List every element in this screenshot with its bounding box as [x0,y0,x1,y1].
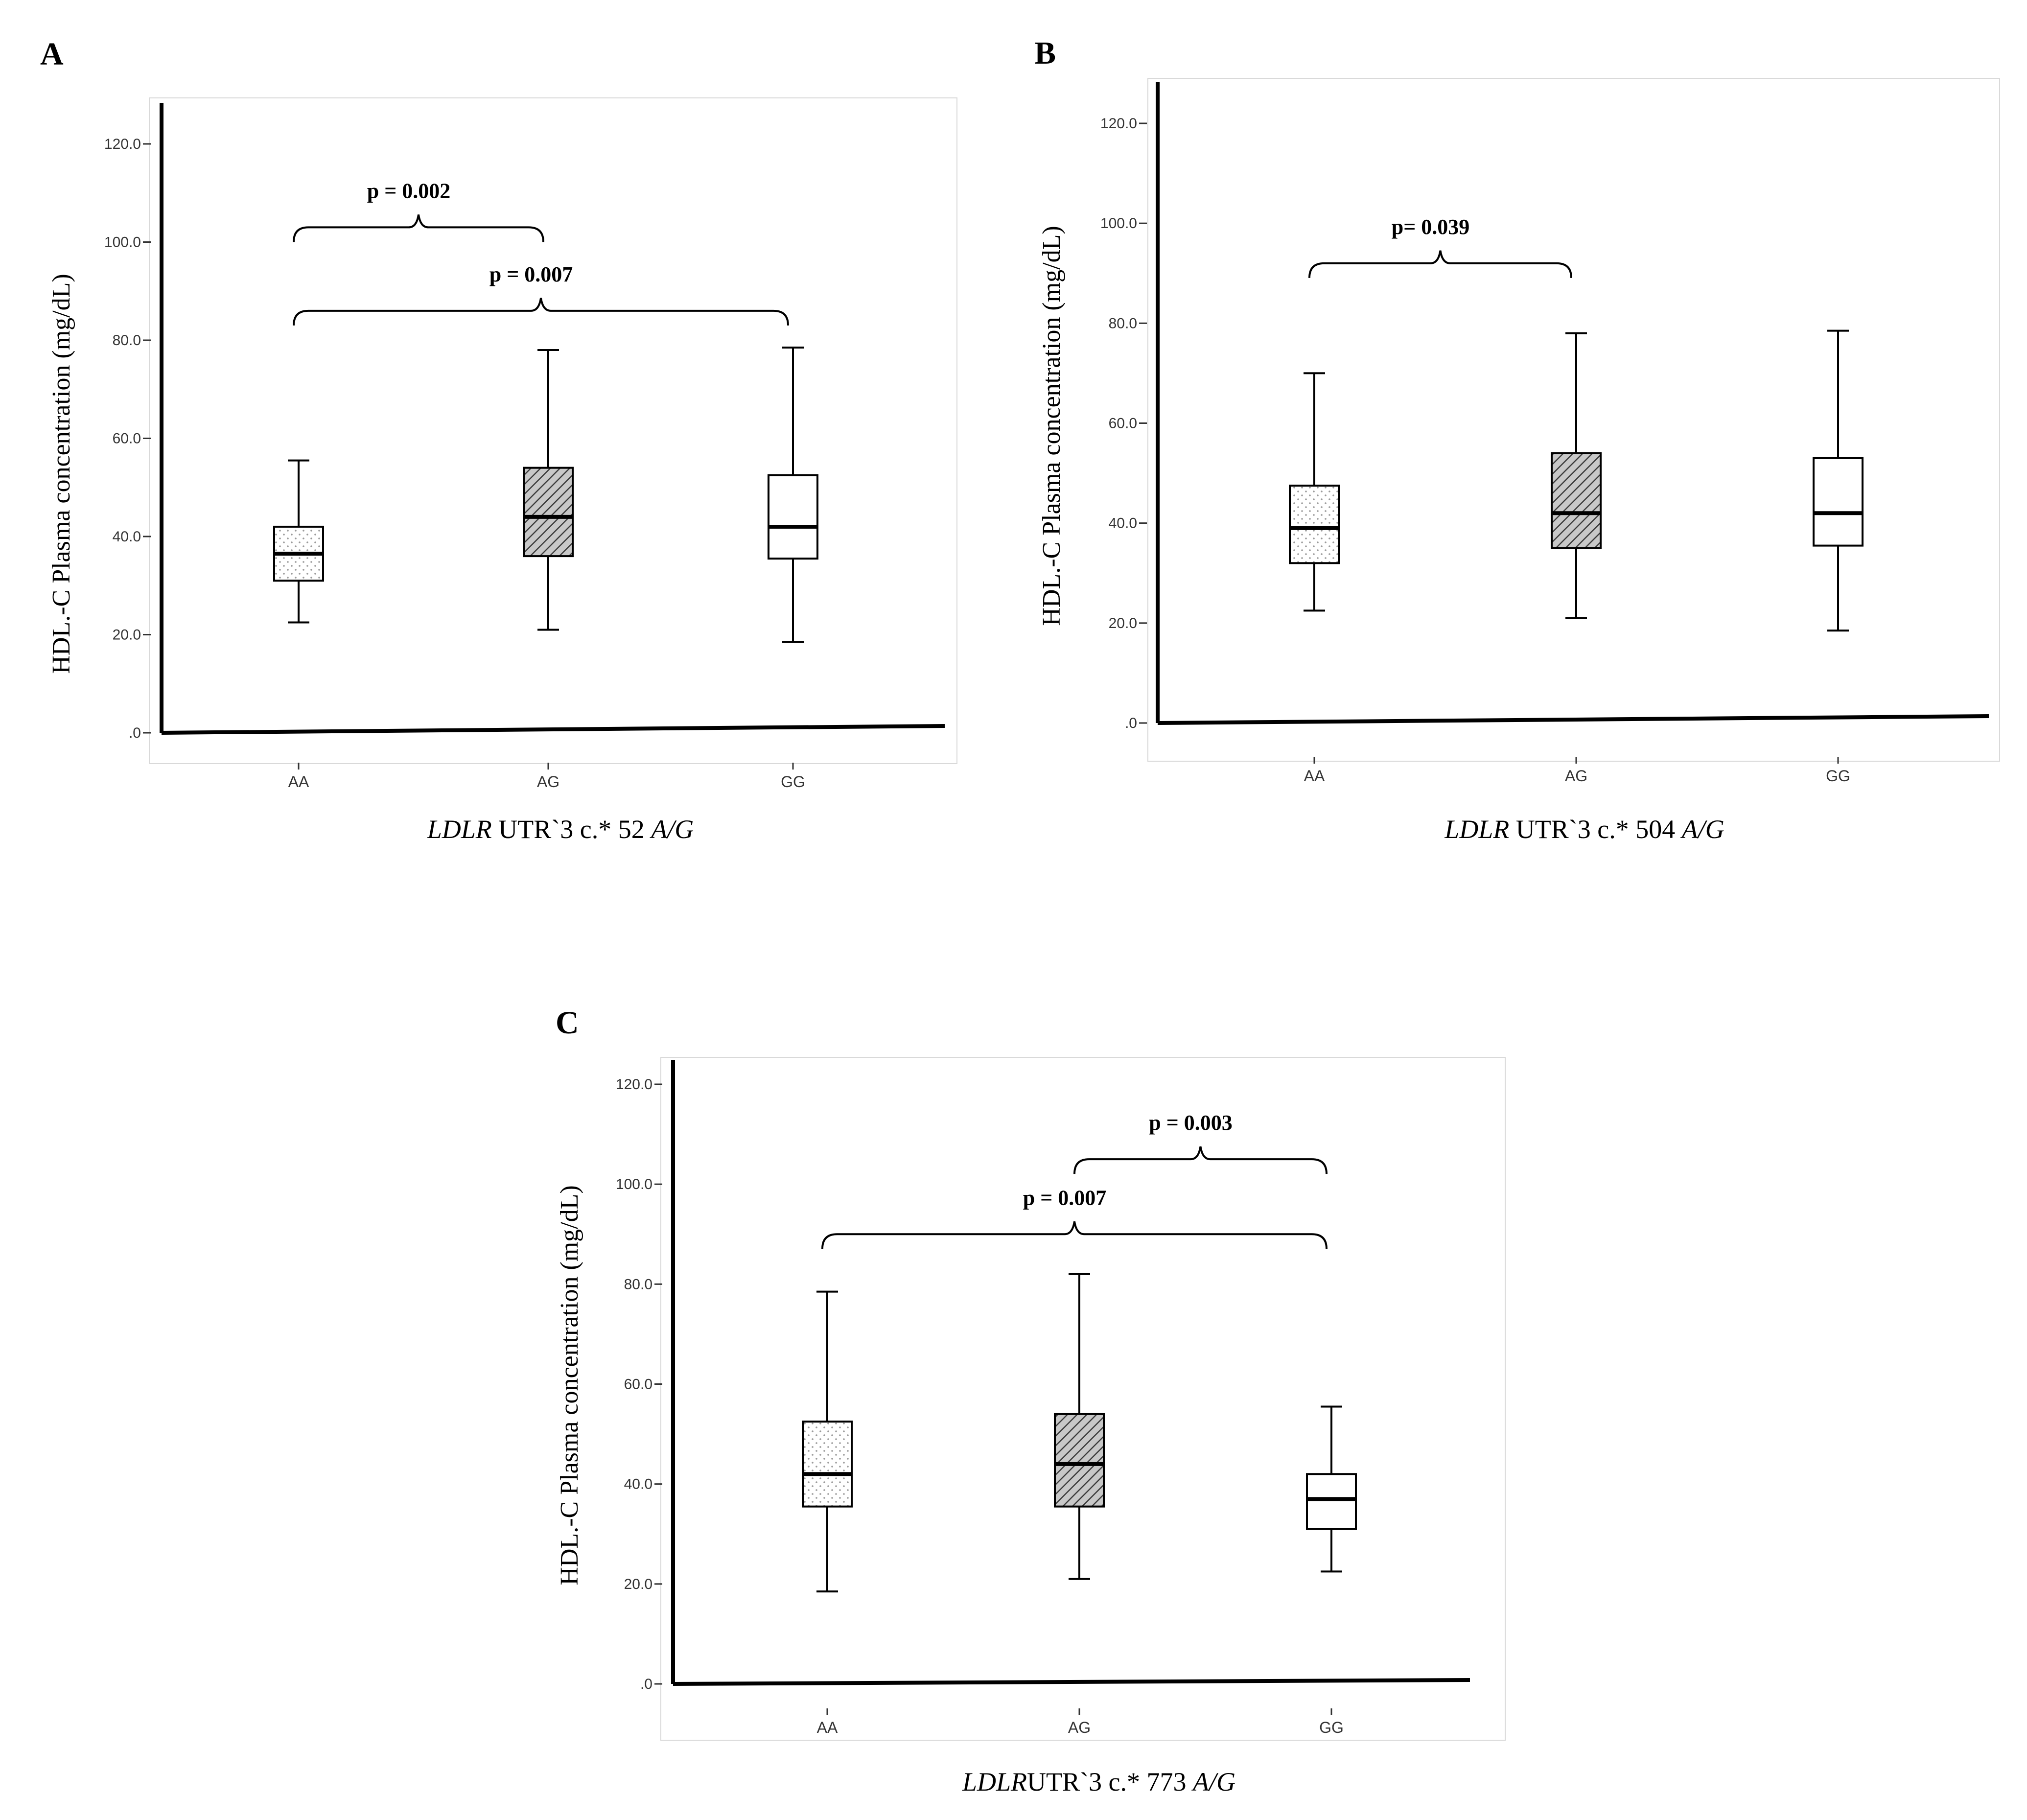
x-axis-b [1157,714,1989,725]
significance-annotations-c: p = 0.007 p = 0.003 [821,1111,1328,1249]
p-value-label: p = 0.007 [1023,1186,1107,1210]
significance-annotations-b: p= 0.039 [1308,215,1572,278]
panel-letter-c: C [556,1005,579,1041]
y-axis-label-c: HDL.-C Plasma concentration (mg/dL) [556,1185,583,1585]
boxplot-gg [768,347,818,643]
iqr-box [1054,1413,1105,1508]
boxplot-ag [1551,332,1602,619]
iqr-box [1813,457,1864,547]
boxplot-aa [273,459,324,624]
x-category-label: AA [817,1719,838,1736]
boxplot-aa [1289,372,1340,612]
significance-brace [1073,1146,1328,1174]
significance-annotations-a: p = 0.002 p = 0.007 [293,179,789,326]
y-axis-label-b: HDL.-C Plasma concentration (mg/dL) [1038,226,1066,626]
iqr-box [1551,452,1602,549]
p-value-label: p = 0.003 [1149,1111,1233,1135]
y-tick-label: 40.0 [113,529,141,545]
plot-frame-c [660,1057,1506,1741]
iqr-box [802,1421,853,1508]
y-tick-label: 20.0 [624,1576,652,1592]
boxplot-gg [1813,329,1864,632]
plot-frame-b [1147,78,2000,762]
x-axis-categories-a: AA AG GG [288,763,805,791]
y-tick-label: 120.0 [104,136,141,152]
iqr-box [768,474,818,560]
x-axis-categories-b: AA AG GG [1304,757,1850,785]
y-axis-ticks-b: .0 20.0 40.0 60.0 80.0 100.0 120.0 [1100,116,1147,731]
y-tick-label: 80.0 [113,332,141,349]
boxplot-ag [1054,1273,1105,1580]
panel-c: C .0 20.0 40.0 60.0 80.0 100.0 120.0 AA AG GG p … [556,1005,1506,1797]
panel-letter-a: A [40,36,64,72]
x-axis-label-c: LDLRUTR`3 c.* 773 A/G [962,1767,1235,1797]
boxplot-aa [802,1290,853,1593]
significance-brace [821,1221,1328,1249]
x-axis-a [161,724,945,735]
y-tick-label: .0 [1125,715,1137,731]
x-axis-label-a: LDLR UTR`3 c.* 52 A/G [427,815,694,844]
x-label-part: LDLR [1444,815,1509,844]
x-label-part: UTR`3 c.* 504 [1509,815,1681,844]
y-axis-ticks-c: .0 20.0 40.0 60.0 80.0 100.0 120.0 [616,1076,662,1692]
p-value-label: p= 0.039 [1392,215,1470,239]
boxplots-a [273,347,818,643]
y-tick-label: 20.0 [113,627,141,643]
significance-brace [1308,250,1572,278]
boxplot-gg [1306,1405,1357,1573]
x-label-part: UTR`3 c.* 52 [492,815,651,844]
y-axis-ticks-a: .0 20.0 40.0 60.0 80.0 100.0 120.0 [104,136,151,741]
y-tick-label: 60.0 [1109,416,1137,432]
y-tick-label: 60.0 [113,431,141,447]
y-tick-label: 80.0 [1109,315,1137,331]
significance-brace [293,298,789,326]
x-category-label: AG [1068,1719,1091,1736]
y-tick-label: 100.0 [104,234,141,251]
panel-b: B .0 20.0 40.0 60.0 80.0 100.0 120.0 AA AG GG p=… [1034,35,2000,844]
y-tick-label: 40.0 [1109,515,1137,532]
iqr-box [1289,485,1340,564]
y-tick-label: 20.0 [1109,615,1137,631]
y-axis-label-a: HDL.-C Plasma concentration (mg/dL) [47,274,75,674]
x-category-label: AG [537,773,559,791]
y-tick-label: 100.0 [1100,215,1137,232]
iqr-box [1306,1473,1357,1530]
y-tick-label: 120.0 [616,1076,652,1093]
iqr-box [523,467,574,558]
boxplots-b [1289,329,1864,632]
boxplot-ag [523,349,574,631]
x-label-part: UTR`3 c.* 773 [1027,1767,1193,1797]
x-label-part: A/G [1680,815,1724,844]
x-axis-label-b: LDLR UTR`3 c.* 504 A/G [1444,815,1724,844]
plot-frame-a [149,97,957,764]
y-tick-label: 100.0 [616,1176,652,1192]
x-label-part: A/G [1191,1767,1235,1797]
x-label-part: LDLR [427,815,492,844]
x-axis-c [673,1678,1470,1686]
y-tick-label: 120.0 [1100,116,1137,132]
panel-letter-b: B [1034,35,1056,71]
y-tick-label: .0 [129,725,141,741]
p-value-label: p = 0.002 [367,179,451,203]
x-axis-categories-c: AA AG GG [817,1708,1344,1736]
x-category-label: GG [1826,767,1850,785]
p-value-label: p = 0.007 [489,262,573,286]
y-tick-label: .0 [640,1676,652,1692]
x-category-label: GG [781,773,805,791]
y-tick-label: 60.0 [624,1377,652,1393]
y-tick-label: 80.0 [624,1276,652,1292]
x-category-label: AA [288,773,309,791]
x-category-label: AA [1304,767,1325,785]
x-label-part: LDLR [962,1767,1027,1797]
y-tick-label: 40.0 [624,1476,652,1493]
x-category-label: AG [1565,767,1587,785]
panel-a: A .0 20.0 40.0 60.0 80.0 100.0 120.0 AA AG GG p … [40,36,957,844]
boxplots-c [802,1273,1357,1593]
significance-brace [293,214,544,242]
x-label-part: A/G [650,815,694,844]
x-category-label: GG [1319,1719,1344,1736]
